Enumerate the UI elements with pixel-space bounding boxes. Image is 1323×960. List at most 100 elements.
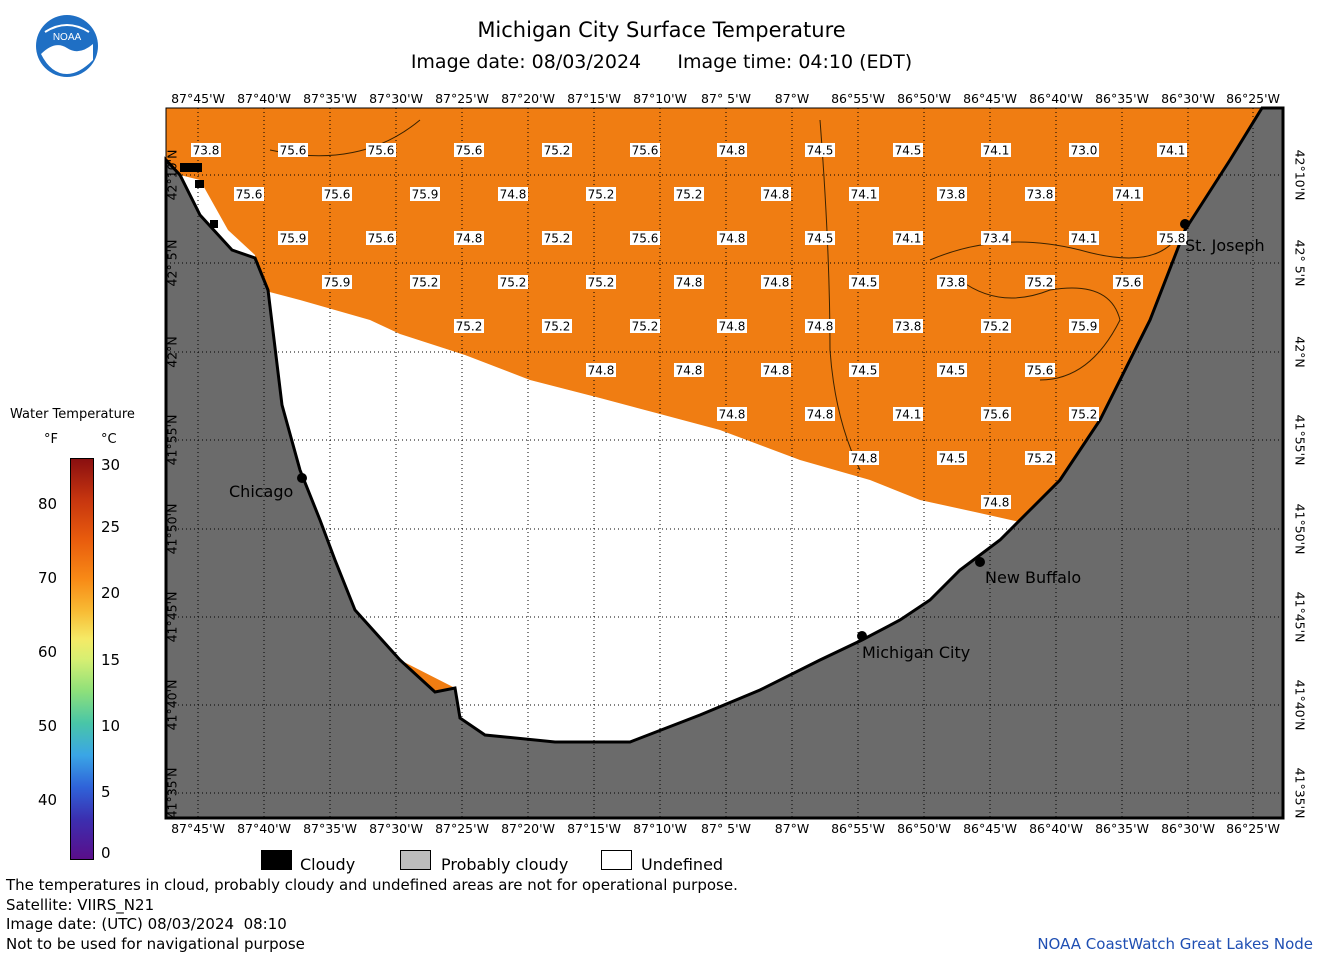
temperature-label: 74.5	[807, 232, 834, 246]
legend-f-tick: 80	[38, 495, 58, 513]
temperature-label: 73.0	[1071, 144, 1098, 158]
longitude-label: 86°45'W	[963, 821, 1017, 836]
temperature-label: 75.9	[412, 188, 439, 202]
temperature-label: 74.1	[983, 144, 1010, 158]
legend-unit-f: °F	[44, 432, 58, 447]
temperature-label: 74.1	[851, 188, 878, 202]
temperature-label-bg	[586, 275, 616, 289]
temperature-label: 75.6	[1027, 364, 1054, 378]
temperature-label-bg	[893, 143, 923, 157]
temperature-label-bg	[1025, 275, 1055, 289]
longitude-label: 86°40'W	[1029, 91, 1083, 106]
legend-unit-c: °C	[101, 432, 117, 447]
land-west-south	[164, 106, 1285, 820]
temperature-label: 74.8	[676, 364, 703, 378]
temperature-label-bg	[981, 407, 1011, 421]
noaa-logo: NOAA	[35, 14, 99, 82]
temperature-label: 75.2	[544, 144, 571, 158]
temperature-label: 75.6	[983, 408, 1010, 422]
temperature-label: 75.8	[1159, 232, 1186, 246]
city-label-new-buffalo: New Buffalo	[985, 568, 1082, 587]
latitude-label: 41°35'N	[1292, 767, 1308, 819]
temperature-label: 75.6	[280, 144, 307, 158]
temperature-label-bg	[937, 451, 967, 465]
longitude-label: 87°W	[774, 91, 810, 106]
city-label-st-joseph: St. Joseph	[1185, 236, 1265, 255]
latitude-label: 41°50'N	[1292, 503, 1308, 555]
michigan-city-marker	[857, 631, 867, 641]
temperature-label-bg	[717, 143, 747, 157]
longitude-label: 87° 5'W	[701, 91, 751, 106]
longitude-label: 86°50'W	[897, 821, 951, 836]
temperature-label-bg	[849, 363, 879, 377]
temperature-labels: 73.8 75.6 75.6 75.6 75.2 75.6 74.8 74.5 74.5 74.1…	[191, 143, 1187, 510]
temperature-label: 75.2	[632, 320, 659, 334]
temperature-label: 73.4	[983, 232, 1010, 246]
temperature-label-bg	[805, 407, 835, 421]
temperature-label-bg	[542, 231, 572, 245]
temperature-label-bg	[630, 231, 660, 245]
temperature-label-bg	[805, 143, 835, 157]
satellite-text: Satellite: VIIRS_N21	[6, 896, 155, 914]
longitude-label: 87°20'W	[501, 821, 555, 836]
undefined-label: Undefined	[641, 855, 724, 874]
temperature-label-bg	[849, 187, 879, 201]
longitude-label: 87° 5'W	[701, 821, 751, 836]
temperature-label: 73.8	[895, 320, 922, 334]
logo-text: NOAA	[53, 32, 82, 43]
temperature-label-bg	[717, 319, 747, 333]
longitude-label: 86°55'W	[831, 821, 885, 836]
temperature-label-bg	[1069, 407, 1099, 421]
temperature-label-bg	[278, 231, 308, 245]
longitude-label: 87°20'W	[501, 91, 555, 106]
longitude-label: 86°35'W	[1095, 821, 1149, 836]
temperature-label-bg	[893, 319, 923, 333]
legend-f-tick: 50	[38, 717, 58, 735]
legend-title: Water Temperature	[10, 407, 135, 422]
temperature-label-bg	[630, 143, 660, 157]
temperature-label: 75.6	[456, 144, 483, 158]
temperature-label-bg	[454, 231, 484, 245]
temperature-label: 74.8	[763, 364, 790, 378]
temperature-label-bg	[410, 275, 440, 289]
city-label-michigan-city: Michigan City	[862, 643, 971, 662]
temperature-label: 74.1	[895, 408, 922, 422]
navigation-note: Not to be used for navigational purpose	[6, 935, 305, 953]
legend-c-tick: 25	[101, 518, 121, 536]
temperature-label-bg	[454, 143, 484, 157]
temperature-label: 75.9	[1071, 320, 1098, 334]
latitude-label: 41°55'N	[164, 414, 180, 466]
cloud-pixel	[180, 163, 202, 172]
temperature-label-bg	[717, 407, 747, 421]
temperature-label-bg	[1157, 143, 1187, 157]
temperature-label: 74.8	[588, 364, 615, 378]
latitude-label: 41°45'N	[1292, 591, 1308, 643]
temperature-label-bg	[366, 143, 396, 157]
latitude-label: 41°40'N	[1292, 679, 1308, 731]
temperature-label-bg	[1069, 231, 1099, 245]
temperature-label: 73.8	[1027, 188, 1054, 202]
map-frame	[165, 107, 1284, 819]
temperature-label: 74.8	[983, 496, 1010, 510]
latitude-label: 42° 5'N	[1292, 239, 1308, 287]
temperature-label: 75.9	[280, 232, 307, 246]
legend-f-tick: 60	[38, 643, 58, 661]
temperature-label: 73.8	[939, 188, 966, 202]
longitude-label: 86°35'W	[1095, 91, 1149, 106]
temperature-label: 75.2	[1071, 408, 1098, 422]
longitude-label: 86°30'W	[1161, 821, 1215, 836]
legend-c-tick: 10	[101, 717, 121, 735]
new-buffalo-marker	[975, 557, 985, 567]
temperature-label: 74.8	[763, 276, 790, 290]
longitude-label: 87°15'W	[567, 91, 621, 106]
probably-cloudy-swatch	[400, 850, 431, 870]
temperature-label-bg	[234, 187, 264, 201]
temperature-label: 74.1	[1071, 232, 1098, 246]
legend-color-bar	[70, 458, 94, 860]
chicago-marker	[297, 473, 307, 483]
legend-f-tick: 70	[38, 569, 58, 587]
longitude-label: 87°45'W	[171, 91, 225, 106]
temperature-label: 74.5	[851, 276, 878, 290]
temperature-label-bg	[981, 231, 1011, 245]
